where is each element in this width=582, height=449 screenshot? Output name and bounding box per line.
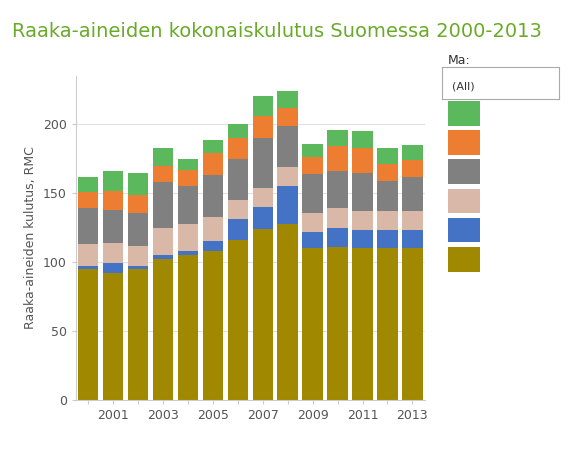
Bar bbox=[402, 230, 423, 248]
Bar bbox=[78, 269, 98, 400]
Bar bbox=[327, 146, 348, 171]
Bar bbox=[103, 171, 123, 190]
Bar bbox=[303, 212, 323, 232]
Bar bbox=[78, 177, 98, 192]
Y-axis label: Raaka-aineiden kulutus, RMC: Raaka-aineiden kulutus, RMC bbox=[24, 146, 37, 330]
Bar bbox=[402, 177, 423, 211]
Bar bbox=[103, 210, 123, 243]
Bar bbox=[128, 212, 148, 246]
Bar bbox=[253, 116, 273, 138]
Bar bbox=[352, 172, 372, 211]
Bar bbox=[377, 211, 398, 230]
Bar bbox=[253, 188, 273, 207]
Bar bbox=[327, 130, 348, 146]
Bar bbox=[303, 174, 323, 212]
Bar bbox=[352, 211, 372, 230]
Bar bbox=[203, 217, 223, 242]
Bar bbox=[228, 124, 248, 138]
Bar bbox=[103, 264, 123, 273]
Bar bbox=[228, 240, 248, 400]
Bar bbox=[303, 232, 323, 248]
Bar bbox=[152, 182, 173, 228]
Bar bbox=[352, 248, 372, 400]
Bar bbox=[178, 251, 198, 255]
Bar bbox=[128, 266, 148, 269]
Bar bbox=[78, 266, 98, 269]
Bar bbox=[278, 186, 298, 224]
Bar bbox=[402, 145, 423, 160]
Text: (All): (All) bbox=[452, 81, 474, 91]
Bar bbox=[152, 228, 173, 255]
Bar bbox=[303, 158, 323, 174]
Bar bbox=[152, 166, 173, 182]
Bar bbox=[128, 269, 148, 400]
Bar bbox=[203, 154, 223, 176]
Bar bbox=[377, 164, 398, 181]
Bar bbox=[152, 148, 173, 166]
Bar bbox=[128, 194, 148, 212]
Bar bbox=[377, 230, 398, 248]
Bar bbox=[203, 251, 223, 400]
Bar bbox=[327, 171, 348, 208]
Bar bbox=[128, 172, 148, 194]
Bar bbox=[253, 207, 273, 229]
Bar bbox=[178, 224, 198, 251]
Bar bbox=[78, 244, 98, 266]
Bar bbox=[402, 248, 423, 400]
Bar bbox=[327, 208, 348, 228]
Bar bbox=[377, 148, 398, 164]
Bar bbox=[253, 229, 273, 400]
Bar bbox=[103, 190, 123, 210]
Text: Ma:: Ma: bbox=[448, 54, 471, 67]
Bar bbox=[203, 242, 223, 251]
Bar bbox=[228, 159, 248, 200]
Bar bbox=[327, 247, 348, 400]
Bar bbox=[377, 248, 398, 400]
Bar bbox=[203, 140, 223, 154]
Bar bbox=[253, 138, 273, 188]
Bar bbox=[178, 255, 198, 400]
Bar bbox=[178, 159, 198, 170]
Bar bbox=[203, 176, 223, 217]
Bar bbox=[78, 208, 98, 244]
Bar bbox=[103, 273, 123, 400]
Bar bbox=[402, 211, 423, 230]
Bar bbox=[228, 138, 248, 159]
Bar bbox=[278, 126, 298, 167]
Bar bbox=[278, 92, 298, 108]
Bar bbox=[78, 192, 98, 208]
Bar bbox=[377, 181, 398, 211]
Bar bbox=[152, 255, 173, 259]
Bar bbox=[128, 246, 148, 266]
Bar bbox=[228, 220, 248, 240]
Bar bbox=[352, 132, 372, 148]
Bar bbox=[228, 200, 248, 220]
Bar bbox=[352, 148, 372, 172]
Bar bbox=[278, 167, 298, 186]
Bar bbox=[178, 170, 198, 186]
Bar bbox=[327, 228, 348, 247]
Bar bbox=[303, 144, 323, 158]
Bar bbox=[178, 186, 198, 224]
Bar bbox=[152, 259, 173, 400]
Bar bbox=[278, 108, 298, 126]
Bar bbox=[303, 248, 323, 400]
Text: Raaka-aineiden kokonaiskulutus Suomessa 2000-2013: Raaka-aineiden kokonaiskulutus Suomessa … bbox=[12, 22, 541, 41]
Bar bbox=[402, 160, 423, 177]
Bar bbox=[253, 96, 273, 116]
Bar bbox=[278, 224, 298, 400]
Bar bbox=[103, 243, 123, 264]
Bar bbox=[352, 230, 372, 248]
